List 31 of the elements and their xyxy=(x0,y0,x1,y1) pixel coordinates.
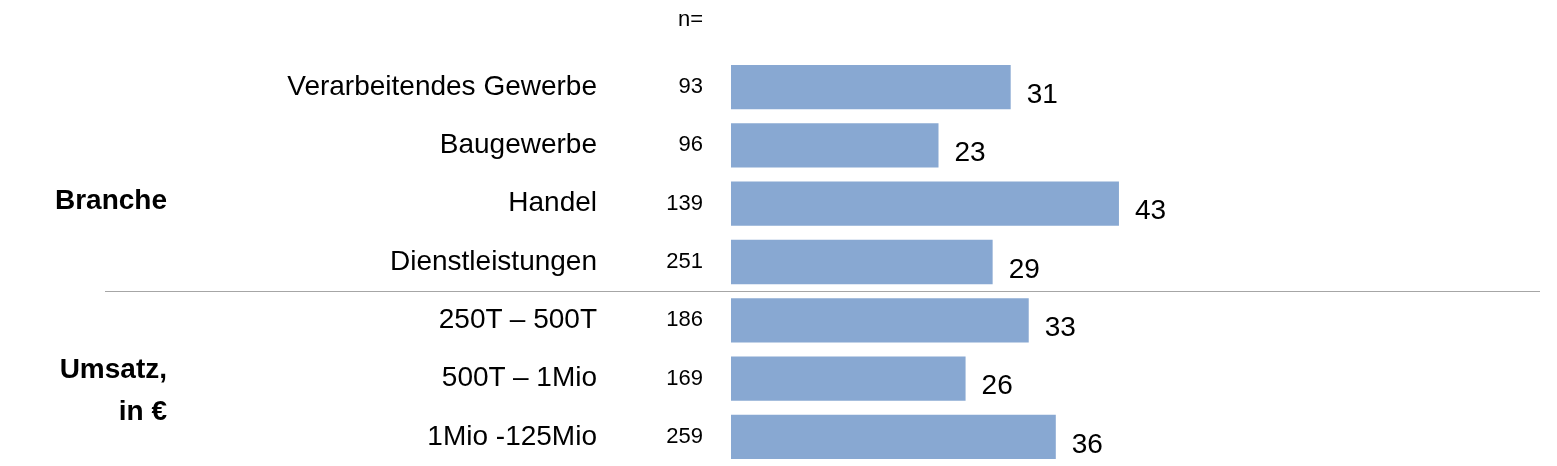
y-tick-label: Verarbeitendes Gewerbe xyxy=(287,69,597,101)
bar xyxy=(731,298,1029,343)
text: 259 xyxy=(666,422,703,448)
y-tick-label: 500T – 1Mio xyxy=(441,361,597,393)
data-label: 23 xyxy=(954,136,986,168)
bar xyxy=(731,64,1011,110)
text: 251 xyxy=(666,248,703,274)
text: 139 xyxy=(666,189,703,215)
y-tick-label: 250T – 500T xyxy=(438,303,597,334)
text: 93 xyxy=(678,73,703,99)
y-tick-label: Handel xyxy=(508,186,597,218)
bar xyxy=(731,414,1056,460)
data-label: 31 xyxy=(1026,77,1058,109)
y-tick-label: 1Mio -125Mio xyxy=(427,419,597,451)
data-label: 26 xyxy=(981,369,1013,401)
bar xyxy=(731,239,993,285)
text: 186 xyxy=(666,306,703,332)
data-label: 36 xyxy=(1071,427,1103,459)
text: 169 xyxy=(666,364,703,390)
text: n= xyxy=(677,6,703,32)
bar xyxy=(731,123,939,168)
data-label: 33 xyxy=(1044,311,1076,342)
bar xyxy=(731,356,966,401)
text: 96 xyxy=(678,131,703,157)
bar xyxy=(731,181,1119,226)
y-tick-label: Dienstleistungen xyxy=(389,244,597,276)
text: Branche xyxy=(54,183,167,215)
y-tick-label: Baugewerbe xyxy=(439,128,597,160)
text: Umsatz, in € xyxy=(59,353,168,427)
data-label: 29 xyxy=(1008,252,1040,284)
data-label: 43 xyxy=(1134,194,1167,226)
